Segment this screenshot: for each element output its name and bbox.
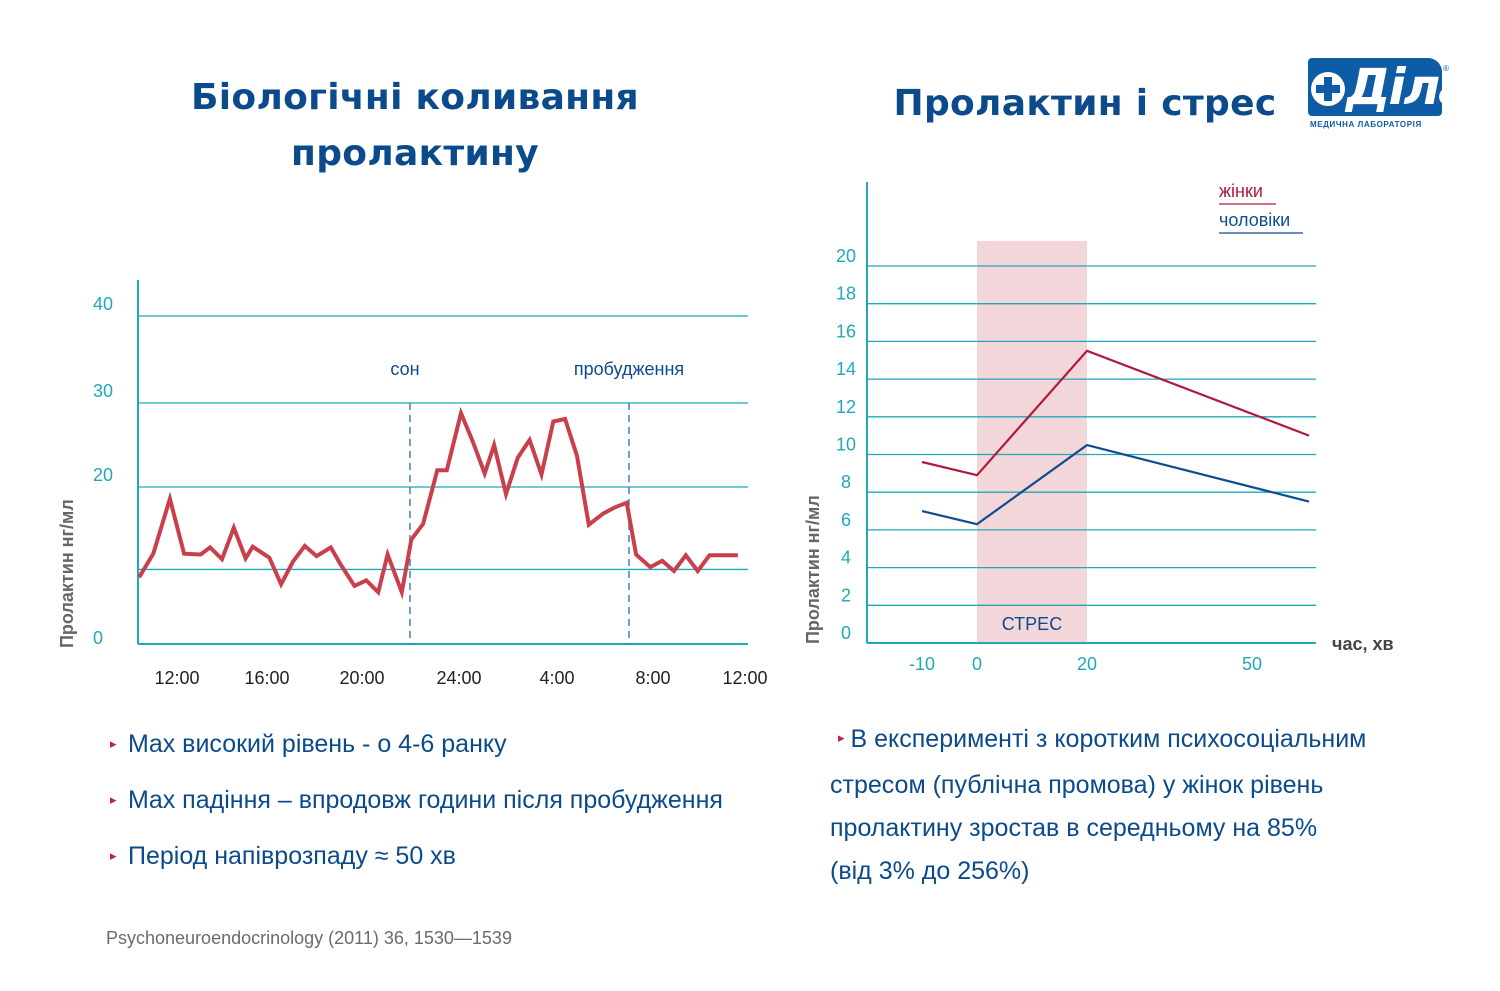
bullet-marker-icon: ▸ — [110, 792, 117, 807]
citation: Psychoneuroendocrinology (2011) 36, 1530… — [106, 928, 512, 948]
bullet-marker-icon: ▸ — [838, 730, 845, 745]
x-tick-label: 0 — [972, 654, 982, 674]
right-chart-title: Пролактин і стрес — [893, 83, 1277, 124]
x-tick-label: 20:00 — [339, 668, 384, 688]
logo-text: Діла — [1346, 58, 1442, 116]
y-tick-label: 0 — [841, 623, 851, 643]
stress-band — [977, 241, 1087, 643]
bullet-line: пролактину зростав в середньому на 85% — [830, 814, 1318, 842]
y-tick-label: 18 — [836, 284, 856, 304]
y-tick-label: 16 — [836, 321, 856, 341]
y-axis-label: Пролактин нг/мл — [57, 499, 77, 648]
x-axis-label: час, хв — [1332, 634, 1394, 654]
y-tick-label: 2 — [841, 585, 851, 605]
x-tick-label: 4:00 — [539, 668, 574, 688]
y-tick-label: 40 — [93, 294, 113, 314]
right-chart: СТРЕС 0 2 4 6 8 10 12 14 16 18 20 Пролактин нг/мл -10… — [803, 181, 1394, 674]
left-bullet-list: ▸ Max високий рівень - о 4-6 ранку ▸ Max… — [110, 716, 810, 884]
x-tick-label: 12:00 — [722, 668, 767, 688]
annotation-label: пробудження — [574, 359, 684, 379]
bullet-marker-icon: ▸ — [110, 848, 117, 863]
y-tick-label: 4 — [841, 548, 851, 568]
x-tick-label: 50 — [1242, 654, 1262, 674]
bullet-text: Max високий рівень - о 4-6 ранку — [128, 730, 507, 758]
bullet-line: (від 3% до 256%) — [830, 857, 1030, 885]
bullet-text: Max падіння – впродовж години після проб… — [128, 786, 723, 814]
y-tick-label: 12 — [836, 397, 856, 417]
x-tick-label: 12:00 — [154, 668, 199, 688]
bullet-line: стресом (публічна промова) у жінок рівен… — [830, 771, 1324, 799]
men-line — [921, 443, 1310, 526]
legend-women: жінки — [1219, 181, 1263, 201]
x-tick-label: 8:00 — [635, 668, 670, 688]
bullet-marker-icon: ▸ — [110, 736, 117, 751]
right-bullet-paragraph: ▸ В експерименті з коротким психосоціальн… — [830, 718, 1430, 893]
annotation-label: сон — [390, 359, 419, 379]
y-tick-label: 30 — [93, 381, 113, 401]
bullet-item: ▸ Max високий рівень - о 4-6 ранку — [110, 716, 810, 772]
logo-box: Діла — [1308, 58, 1442, 116]
logo-registered: ® — [1443, 64, 1449, 73]
bullet-item: ▸ Період напіврозпаду ≈ 50 хв — [110, 828, 810, 884]
bullet-text: В експерименті з коротким психосоціальни… — [850, 725, 1367, 753]
prolactin-line — [137, 406, 738, 600]
logo-subtitle: МЕДИЧНА ЛАБОРАТОРІЯ — [1310, 120, 1422, 129]
x-tick-label: 24:00 — [436, 668, 481, 688]
y-tick-label: 0 — [93, 628, 103, 648]
women-line — [921, 349, 1310, 477]
bullet-item: ▸ Max падіння – впродовж години після пр… — [110, 772, 810, 828]
y-tick-label: 6 — [841, 510, 851, 530]
stress-label: СТРЕС — [1002, 614, 1062, 634]
dila-logo: Діла ® МЕДИЧНА ЛАБОРАТОРІЯ — [1308, 58, 1449, 132]
y-axis-label: Пролактин нг/мл — [803, 495, 823, 644]
x-tick-label: 20 — [1077, 654, 1097, 674]
left-chart: 0 20 30 40 Пролактин нг/мл 12:00 16:00 20:00 24:… — [57, 280, 768, 688]
bullet-line: ▸ В експерименті з коротким психосоціальн… — [830, 718, 1430, 764]
legend-men: чоловіки — [1219, 210, 1290, 230]
x-tick-label: 16:00 — [244, 668, 289, 688]
left-chart-title: Біологічні коливання пролактину — [170, 70, 660, 182]
y-tick-label: 10 — [836, 435, 856, 455]
y-tick-label: 14 — [836, 359, 856, 379]
medical-cross-icon — [1311, 72, 1345, 106]
x-tick-label: -10 — [909, 654, 935, 674]
y-tick-label: 20 — [836, 246, 856, 266]
y-tick-label: 20 — [93, 465, 113, 485]
left-title-line1: Біологічні коливання — [191, 77, 639, 118]
bullet-text: Період напіврозпаду ≈ 50 хв — [128, 842, 456, 870]
y-tick-label: 8 — [841, 472, 851, 492]
left-title-line2: пролактину — [291, 133, 539, 174]
